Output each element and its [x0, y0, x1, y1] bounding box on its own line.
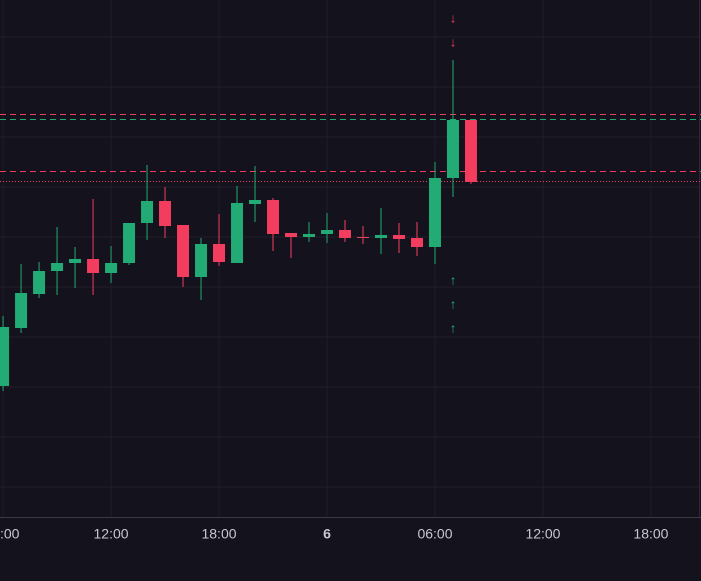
candle-body	[33, 271, 46, 294]
candle-body	[51, 263, 64, 271]
candle-body	[303, 234, 316, 237]
candle-body	[356, 237, 369, 238]
candle-body	[105, 263, 118, 273]
signal-marker: ↓	[450, 34, 457, 49]
candle-body	[141, 201, 154, 223]
x-tick-label: 12:00	[525, 526, 560, 542]
x-tick-label: 12:00	[94, 526, 129, 542]
candle-body	[123, 223, 136, 263]
candle-body	[446, 120, 459, 178]
candle-body	[321, 230, 334, 234]
candle-body	[428, 178, 441, 247]
candle-body	[249, 200, 262, 204]
signal-marker: ↑	[450, 272, 457, 287]
candle-body	[0, 327, 10, 386]
x-tick-label: 06:00	[417, 526, 452, 542]
candle-body	[464, 120, 477, 182]
candle-body	[392, 235, 405, 239]
candle-body	[410, 238, 423, 247]
candle-body	[195, 244, 208, 277]
candle-body	[339, 230, 352, 238]
x-tick-label: 6	[323, 526, 331, 542]
candle-body	[213, 244, 226, 262]
x-tick-label: 18:00	[201, 526, 236, 542]
candle-body	[159, 201, 172, 226]
candle-body	[87, 259, 100, 273]
candle-body	[15, 293, 28, 328]
candle-body	[374, 235, 387, 238]
signal-marker: ↑	[450, 320, 457, 335]
candle-body	[267, 200, 280, 234]
candle-body	[285, 233, 298, 237]
x-tick-label: :00	[0, 526, 20, 542]
signal-marker: ↓	[450, 10, 457, 25]
candle-body	[231, 203, 244, 263]
candle-body	[69, 259, 82, 263]
signal-marker: ↑	[450, 296, 457, 311]
x-tick-label: 18:00	[633, 526, 668, 542]
candle-body	[177, 225, 190, 277]
